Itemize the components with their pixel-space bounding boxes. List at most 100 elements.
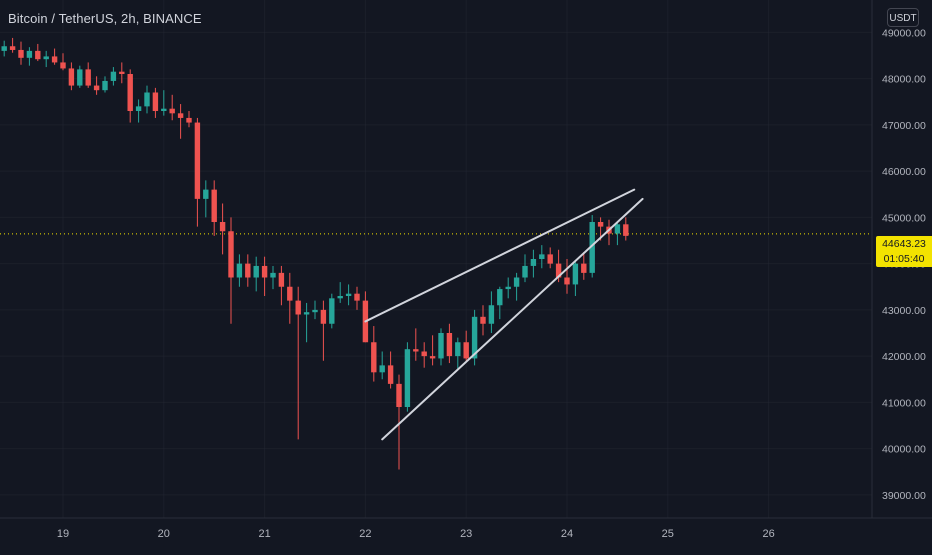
time-tick-label: 23: [460, 528, 472, 540]
candle[interactable]: [177, 104, 184, 139]
candle[interactable]: [345, 284, 352, 306]
candle[interactable]: [379, 351, 385, 380]
candle[interactable]: [446, 323, 453, 364]
candle[interactable]: [623, 217, 629, 241]
candle[interactable]: [152, 87, 159, 118]
candle[interactable]: [463, 330, 469, 361]
candle[interactable]: [68, 62, 75, 91]
time-axis[interactable]: 19 20 21 22 23 24 25 26: [57, 528, 775, 540]
candles[interactable]: [1, 37, 629, 470]
candle[interactable]: [362, 291, 369, 343]
candle-body: [245, 263, 251, 278]
candle[interactable]: [219, 203, 226, 255]
candle-body: [404, 349, 411, 407]
candle[interactable]: [614, 222, 621, 246]
candle[interactable]: [572, 261, 579, 296]
price-tick-label: 40000.00: [882, 444, 926, 456]
candle[interactable]: [203, 180, 209, 218]
candle[interactable]: [253, 256, 259, 292]
candle[interactable]: [186, 111, 192, 128]
candle[interactable]: [396, 374, 402, 470]
candle-body: [43, 56, 49, 60]
candle[interactable]: [161, 90, 167, 116]
candle[interactable]: [26, 47, 33, 66]
candle-body: [354, 293, 360, 301]
candle[interactable]: [581, 252, 587, 280]
candle-body: [530, 259, 537, 266]
candle-body: [564, 277, 570, 285]
time-tick-label: 19: [57, 528, 69, 540]
trendline-upper[interactable]: [364, 188, 636, 323]
candle[interactable]: [102, 76, 108, 93]
candle[interactable]: [497, 286, 503, 320]
candle[interactable]: [287, 272, 293, 324]
candle[interactable]: [303, 302, 310, 343]
trendline-lower[interactable]: [381, 197, 644, 441]
candle[interactable]: [127, 69, 133, 123]
candle[interactable]: [77, 65, 83, 88]
candle[interactable]: [413, 328, 419, 361]
candle[interactable]: [505, 277, 511, 299]
candle[interactable]: [438, 328, 444, 366]
candle[interactable]: [513, 272, 520, 301]
candle[interactable]: [1, 40, 7, 57]
candle[interactable]: [119, 62, 125, 84]
candle[interactable]: [18, 41, 24, 65]
candle[interactable]: [480, 305, 486, 336]
candle-body: [127, 74, 133, 111]
last-price-label: 44643.23: [876, 236, 932, 252]
candle[interactable]: [471, 309, 478, 366]
candle[interactable]: [51, 48, 58, 65]
candle[interactable]: [169, 94, 175, 121]
candle-body: [60, 62, 66, 69]
candle-body: [51, 56, 58, 63]
candle[interactable]: [371, 326, 377, 382]
candle[interactable]: [312, 300, 318, 320]
currency-button[interactable]: USDT: [887, 8, 919, 27]
candle[interactable]: [488, 291, 495, 333]
candle[interactable]: [35, 43, 41, 62]
candle[interactable]: [404, 342, 411, 412]
candle[interactable]: [278, 265, 285, 306]
trendlines[interactable]: [364, 188, 644, 441]
candle[interactable]: [228, 217, 234, 324]
candle[interactable]: [354, 286, 360, 310]
candle[interactable]: [43, 50, 49, 68]
candle[interactable]: [564, 259, 570, 294]
candle-body: [471, 316, 478, 359]
candle[interactable]: [9, 37, 16, 53]
candle[interactable]: [261, 256, 268, 296]
candle[interactable]: [236, 254, 243, 287]
candle[interactable]: [110, 67, 117, 86]
candle[interactable]: [547, 247, 553, 269]
candle-body: [614, 224, 621, 234]
candle-body: [572, 263, 579, 285]
candle[interactable]: [85, 62, 91, 88]
candle[interactable]: [387, 351, 394, 389]
candle[interactable]: [194, 117, 201, 227]
candle[interactable]: [539, 245, 545, 269]
candle[interactable]: [329, 293, 335, 329]
candle[interactable]: [530, 249, 537, 278]
candle-body: [303, 312, 310, 315]
candle[interactable]: [421, 342, 427, 368]
candle[interactable]: [93, 76, 100, 95]
candle-body: [379, 365, 385, 373]
candle[interactable]: [211, 180, 217, 236]
candle[interactable]: [455, 337, 461, 370]
candle[interactable]: [429, 335, 436, 366]
candle[interactable]: [135, 99, 142, 123]
candle[interactable]: [522, 254, 528, 283]
candle[interactable]: [337, 282, 343, 303]
price-tick-label: 48000.00: [882, 74, 926, 86]
candle-body: [211, 189, 217, 222]
candle[interactable]: [144, 85, 150, 114]
candle[interactable]: [320, 300, 327, 361]
candle[interactable]: [295, 286, 301, 440]
candle[interactable]: [60, 53, 66, 71]
candle-body: [253, 265, 259, 278]
candle[interactable]: [270, 265, 276, 290]
candle[interactable]: [245, 254, 251, 287]
